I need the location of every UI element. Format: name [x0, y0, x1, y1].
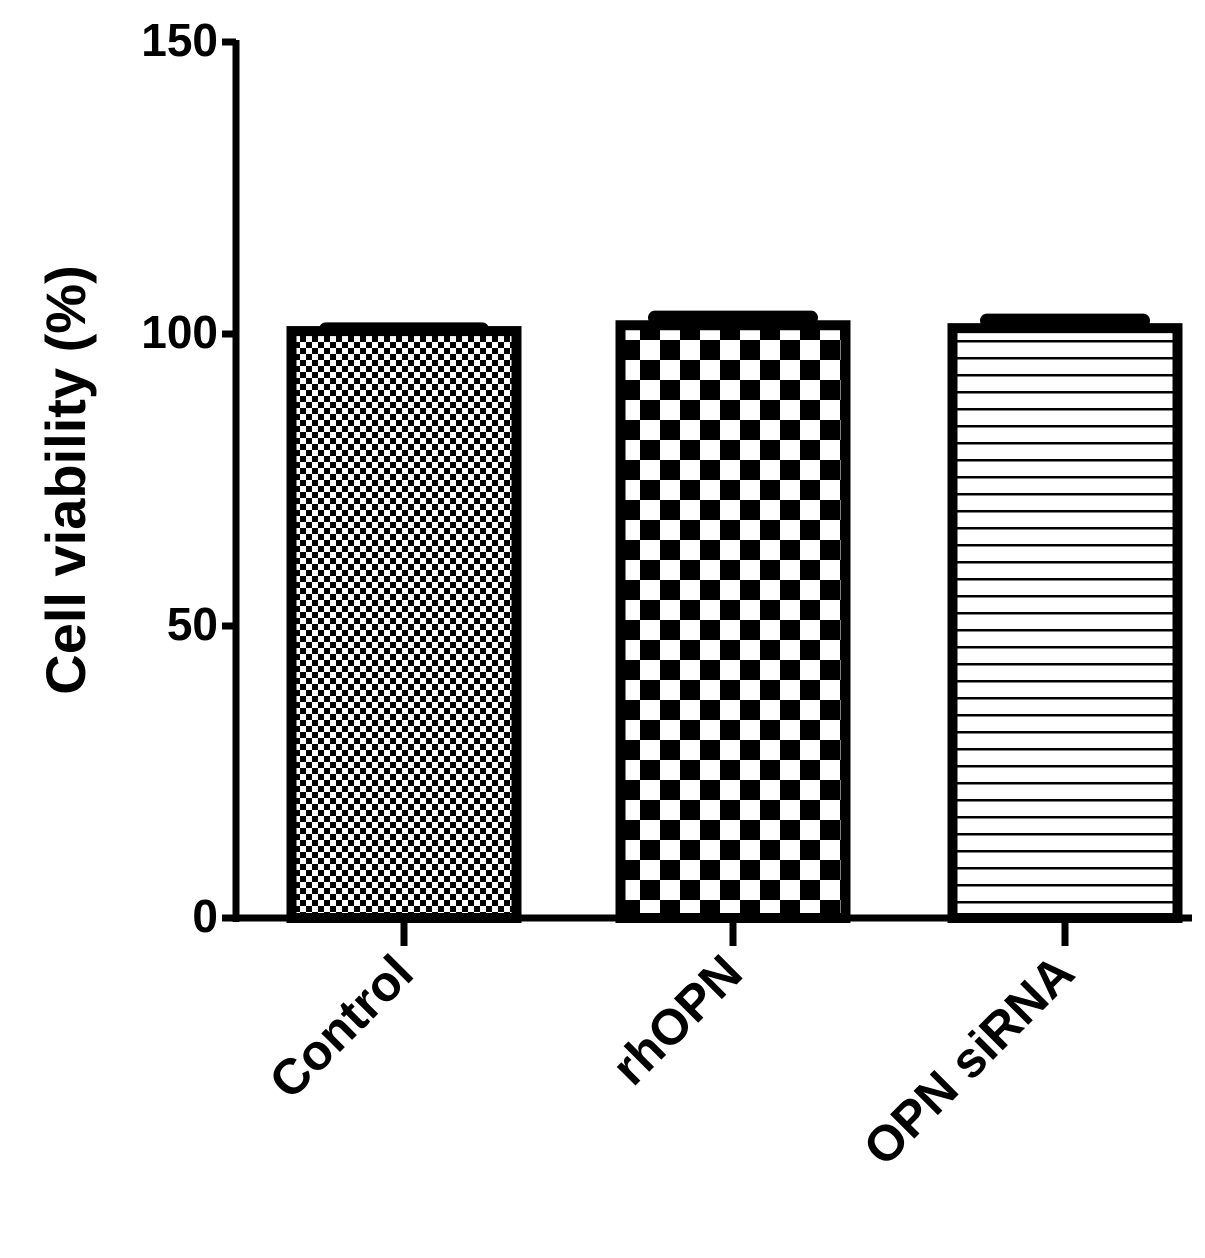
axes-layer [222, 38, 1192, 946]
y-tick-label: 50 [167, 598, 218, 650]
x-tick-label: rhOPN [601, 944, 753, 1096]
bar [286, 326, 522, 923]
x-tick-label: OPN siRNA [853, 944, 1085, 1176]
bar [615, 320, 851, 923]
y-tick-label: 0 [192, 890, 218, 942]
y-tick-label: 100 [141, 306, 218, 358]
bars-layer [286, 310, 1183, 924]
bar [947, 323, 1183, 924]
labels-layer: 0 50 100 150 Control rhOPN OPN siRNA [141, 14, 1085, 1176]
y-axis-title: Cell viability (%) [34, 265, 97, 694]
y-tick-label: 150 [141, 14, 218, 66]
x-tick-label: Control [259, 944, 424, 1109]
y-axis-title-group: Cell viability (%) [34, 265, 97, 694]
